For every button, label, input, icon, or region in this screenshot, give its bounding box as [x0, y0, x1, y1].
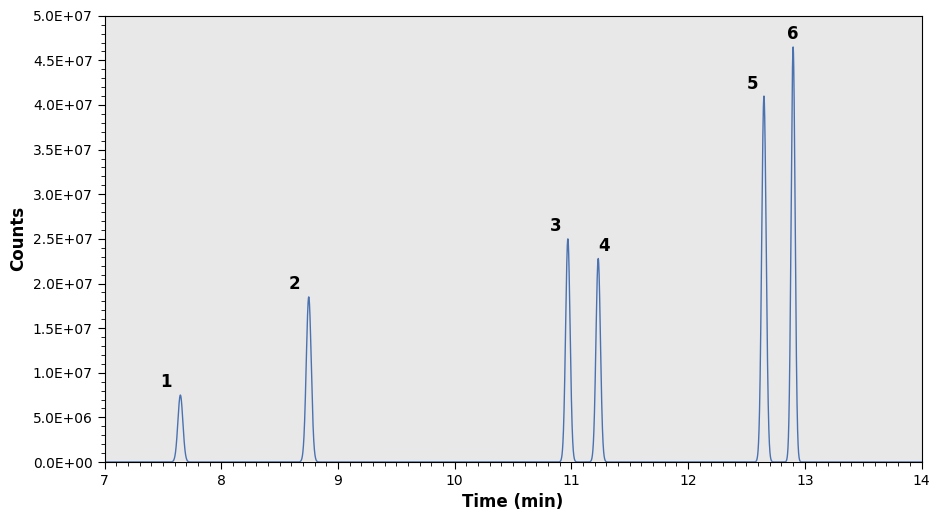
Text: 2: 2 [289, 275, 300, 293]
Text: 6: 6 [788, 25, 799, 44]
Text: 3: 3 [550, 217, 562, 235]
X-axis label: Time (min): Time (min) [463, 494, 563, 511]
Text: 5: 5 [747, 75, 758, 92]
Text: 1: 1 [161, 373, 172, 392]
Y-axis label: Counts: Counts [10, 206, 28, 271]
Text: 4: 4 [598, 237, 610, 255]
